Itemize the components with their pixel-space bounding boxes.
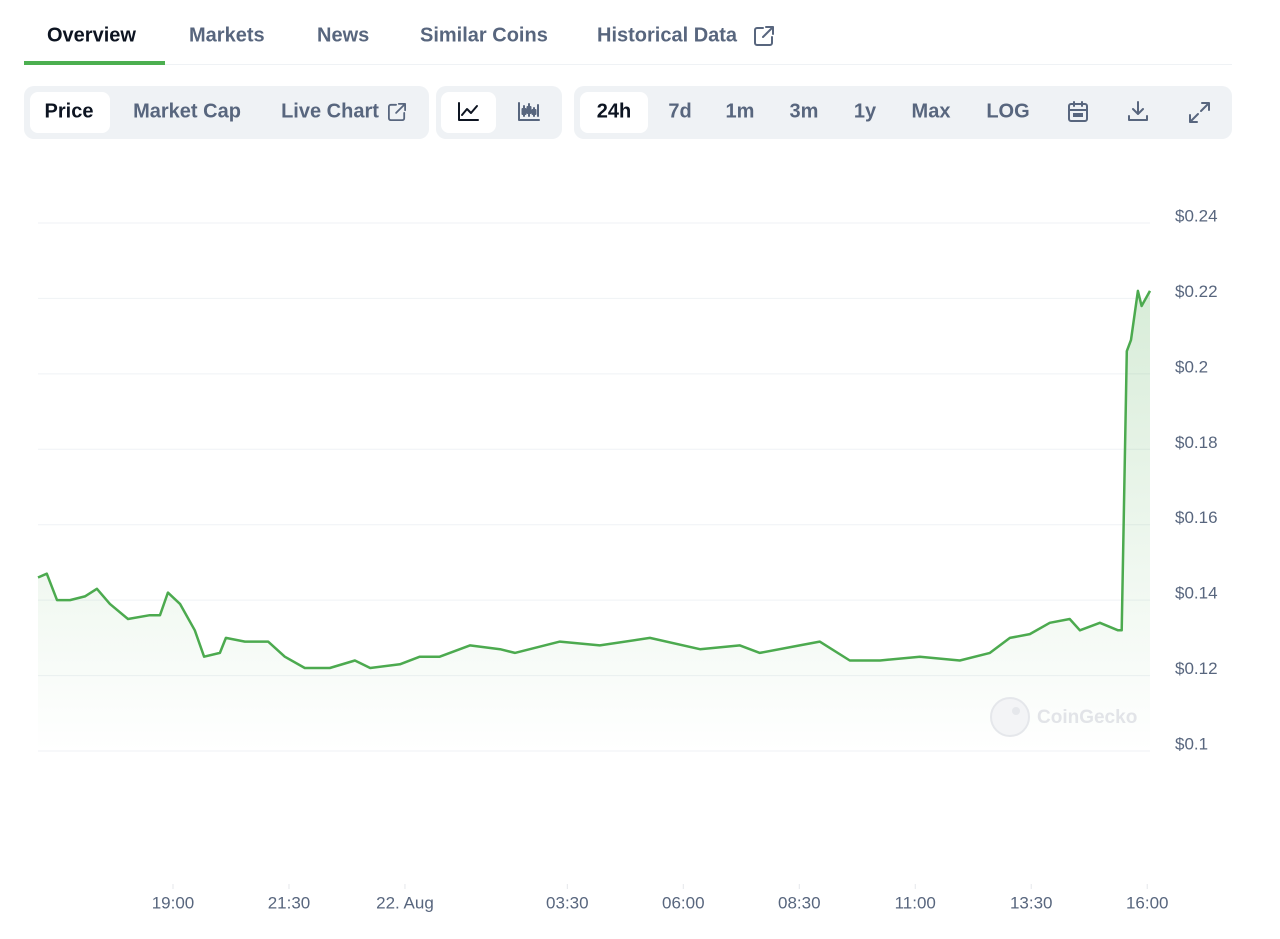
range-button[interactable]: 24h [597, 100, 631, 122]
y-tick-label: $0.16 [1175, 508, 1218, 527]
chart-option-button[interactable]: Market Cap [133, 100, 241, 122]
historical-data-icon [754, 26, 774, 46]
fullscreen-icon[interactable] [1189, 102, 1210, 123]
download-icon[interactable] [1128, 101, 1148, 121]
x-tick-label: 16:00 [1126, 893, 1169, 912]
watermark: CoinGecko [990, 697, 1137, 737]
candlestick-icon[interactable] [518, 102, 540, 121]
chart-option-button[interactable]: Live Chart [281, 100, 379, 122]
y-tick-label: $0.24 [1175, 206, 1218, 225]
calendar-icon[interactable] [1068, 101, 1088, 122]
tab[interactable]: News [317, 24, 369, 46]
tab[interactable]: Overview [47, 24, 136, 46]
y-tick-label: $0.1 [1175, 734, 1208, 753]
range-button[interactable]: LOG [986, 100, 1029, 122]
range-button[interactable]: 1y [854, 100, 877, 122]
active-button-bg [580, 92, 648, 133]
range-button[interactable]: 7d [668, 100, 691, 122]
watermark-logo [990, 697, 1030, 737]
y-tick-label: $0.14 [1175, 584, 1218, 603]
active-button-bg [30, 92, 110, 133]
x-tick-label: 03:30 [546, 893, 589, 912]
range-button[interactable]: 1m [726, 100, 755, 122]
tab[interactable]: Similar Coins [420, 24, 548, 46]
x-tick-label: 08:30 [778, 893, 821, 912]
y-tick-label: $0.12 [1175, 659, 1218, 678]
active-button-bg [441, 92, 496, 133]
x-tick-label: 11:00 [895, 893, 936, 912]
x-tick-label: 06:00 [662, 893, 705, 912]
price-line [37, 289, 1152, 670]
x-tick-label: 19:00 [152, 893, 195, 912]
range-button[interactable]: Max [912, 100, 951, 122]
x-tick-label: 13:30 [1010, 893, 1053, 912]
chart-option-button[interactable]: Price [45, 100, 94, 122]
watermark-text: CoinGecko [1037, 707, 1137, 728]
range-button[interactable]: 3m [790, 100, 819, 122]
y-tick-label: $0.22 [1175, 282, 1218, 301]
price-area [38, 290, 1150, 751]
active-tab-underline [24, 61, 165, 65]
y-tick-label: $0.2 [1175, 357, 1208, 376]
live-chart-icon [388, 103, 407, 122]
chart-options-group [24, 86, 429, 139]
x-tick-label: 22. Aug [376, 893, 434, 912]
y-tick-label: $0.18 [1175, 433, 1218, 452]
range-group [574, 86, 1232, 139]
tab[interactable]: Markets [189, 24, 265, 46]
x-tick-label: 21:30 [268, 893, 311, 912]
tab[interactable]: Historical Data [597, 24, 738, 46]
watermark-logo-eye [1012, 707, 1020, 715]
line-chart-icon[interactable] [458, 102, 479, 121]
